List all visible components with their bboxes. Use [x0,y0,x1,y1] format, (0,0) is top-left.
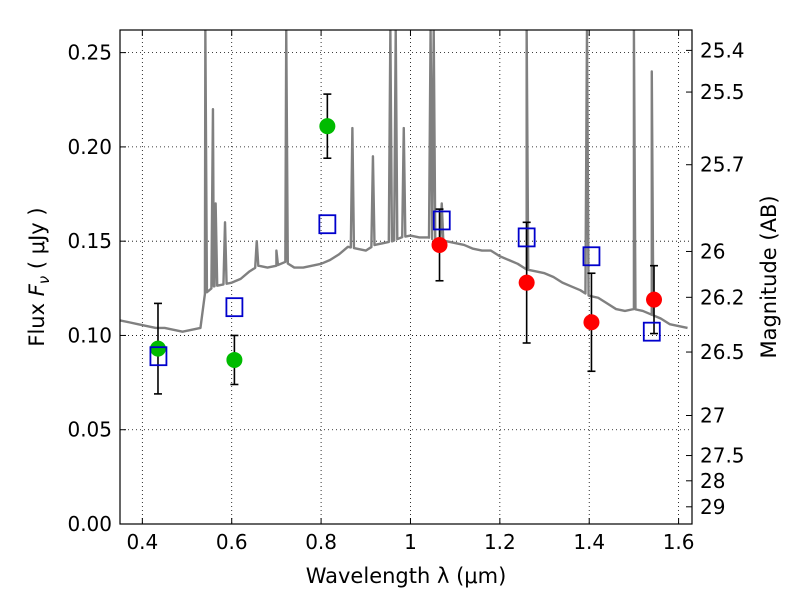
x-axis-label: Wavelength λ (μm) [306,564,507,588]
model-point [517,227,536,248]
y2-tick-label: 26.2 [700,285,745,309]
y-tick-label: 0.20 [67,135,112,159]
model-point [225,297,244,318]
y2-tick-label: 27 [700,404,725,428]
model-point [149,346,168,367]
data-point [319,118,336,135]
data-point [431,236,448,253]
y2-tick-label: 26 [700,239,725,263]
x-tick-label: 0.4 [126,530,158,554]
y2-tick-label: 27.5 [700,444,745,468]
y2-tick-label: 26.5 [700,340,745,364]
y-tick-label: 0.05 [67,418,112,442]
x-tick-label: 1.6 [663,530,695,554]
data-point [646,291,663,308]
y2-tick-label: 25.5 [700,80,745,104]
data-point [583,314,600,331]
y2-tick-label: 28 [700,469,725,493]
x-tick-label: 1 [404,530,417,554]
y-tick-label: 0.25 [67,41,112,65]
y-axis-label: Flux Fν ( μJy ) [25,207,53,346]
axis-ticks: 0.4 0.6 0.8 1 1.2 1.4 1.6 0.00 0.05 0.10 0.15 0.20 0… [67,30,745,554]
plot-area [120,30,688,395]
y-tick-label: 0.15 [67,229,112,253]
spectrum-line [120,30,688,333]
x-tick-label: 0.6 [216,530,248,554]
x-tick-label: 1.4 [573,530,605,554]
y2-axis-label: Magnitude (AB) [757,195,781,358]
data-point [226,351,243,368]
y2-tick-label: 25.4 [700,38,745,62]
data-point [149,340,166,357]
x-tick-label: 1.2 [484,530,516,554]
model-point [582,246,601,267]
y2-tick-label: 29 [700,495,725,519]
model-point [642,321,661,342]
data-point [518,274,535,291]
plot-frame [119,29,693,525]
y-tick-label: 0.00 [67,512,112,536]
model-point [318,214,337,235]
model-point [432,210,451,231]
x-tick-label: 0.8 [305,530,337,554]
y-tick-label: 0.10 [67,323,112,347]
y2-tick-label: 25.7 [700,153,745,177]
